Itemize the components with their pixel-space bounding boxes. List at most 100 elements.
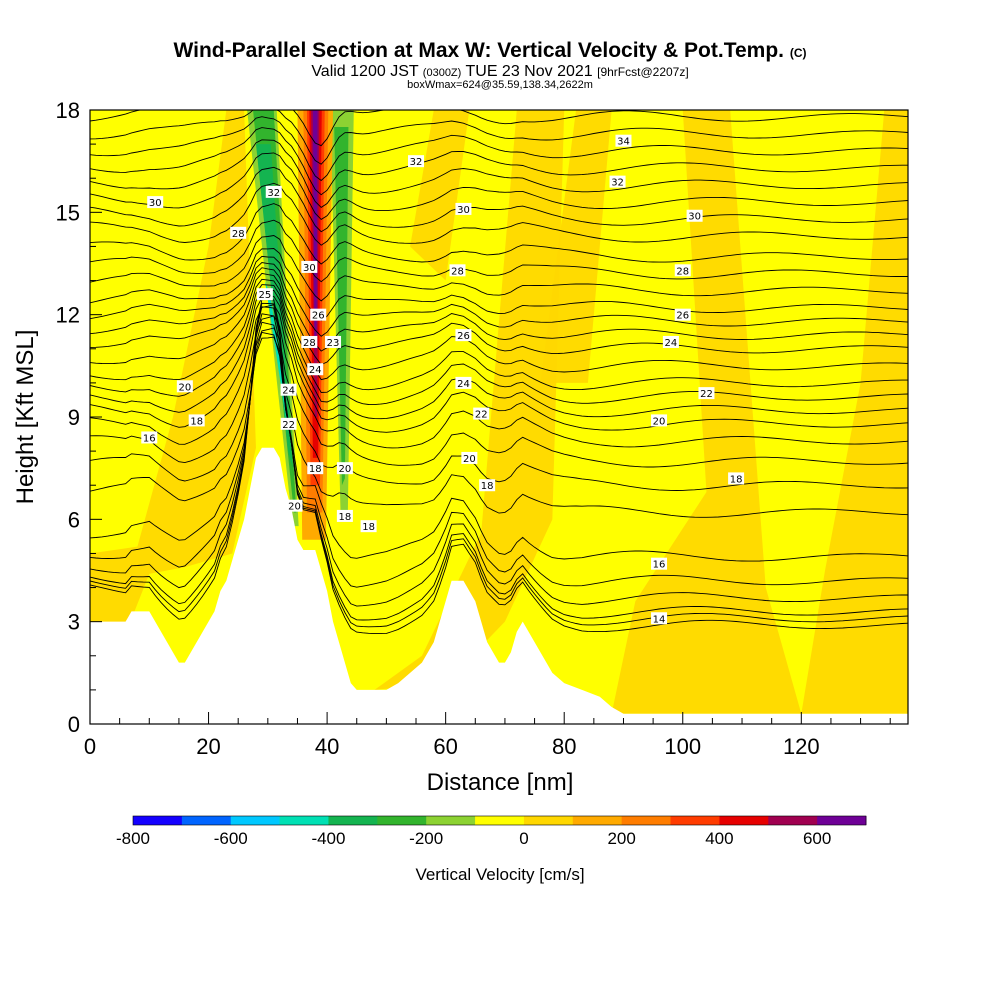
contour-label: 28 [674, 264, 691, 277]
y-tick-label: 12 [56, 303, 80, 328]
theta-contour [90, 203, 908, 265]
y-axis-label: Height [Kft MSL] [12, 330, 39, 505]
contour-label-text: 14 [653, 614, 666, 625]
updraft-core [312, 110, 318, 349]
contour-label-box [301, 260, 318, 273]
colorbar-swatch [523, 816, 574, 825]
x-tick-label: 0 [84, 734, 96, 759]
contour-label-box [230, 226, 247, 239]
theta-contour [90, 255, 908, 337]
colorbar-tick-label: -600 [214, 829, 248, 848]
theta-contours [90, 110, 908, 635]
y-tick-label: 9 [68, 405, 80, 430]
terrain [90, 447, 908, 724]
x-axis: 0 20 40 60 80 100 120 [84, 712, 891, 759]
theta-contour [90, 272, 908, 381]
chart-valid-time: Valid 1200 JST (0300Z) TUE 23 Nov 2021 [… [311, 63, 688, 80]
theta-contour [90, 289, 908, 420]
contour-label-text: 26 [676, 311, 689, 322]
theta-contour [90, 313, 908, 607]
contour-label-text: 28 [451, 266, 464, 277]
colorbar-swatch [328, 816, 378, 825]
terrain-profile [90, 447, 908, 724]
contour-label-text: 22 [282, 420, 295, 431]
contour-label-box [360, 520, 377, 533]
contour-label: 18 [307, 462, 324, 475]
contour-label-text: 34 [617, 137, 630, 148]
contour-label-text: 20 [653, 416, 666, 427]
theta-contour [90, 267, 908, 366]
contour-label-box [728, 472, 745, 485]
contour-label-text: 24 [665, 338, 678, 349]
colorbar-label: Vertical Velocity [cm/s] [415, 865, 584, 884]
contour-label-text: 30 [149, 198, 162, 209]
contour-label: 18 [360, 520, 377, 533]
contour-label-text: 18 [730, 474, 743, 485]
colorbar-swatch [621, 816, 672, 825]
contour-label-text: 28 [676, 266, 689, 277]
colorbar-tick-label: 600 [803, 829, 831, 848]
contour-label-box [698, 387, 715, 400]
x-tick-label: 40 [315, 734, 339, 759]
contour-label-text: 26 [312, 311, 325, 322]
contour-label-text: 16 [653, 560, 666, 571]
contour-label-text: 18 [339, 512, 352, 523]
velocity-band [374, 110, 565, 690]
contour-label: 20 [286, 499, 303, 513]
colorbar-swatch [181, 816, 232, 825]
contour-label-box [651, 414, 668, 427]
contour-label-text: 30 [457, 205, 470, 216]
x-axis-label: Distance [nm] [427, 769, 574, 796]
contour-label: 26 [455, 329, 472, 342]
velocity-band [801, 110, 908, 714]
colorbar-swatch [475, 816, 525, 825]
theta-contour [90, 331, 908, 562]
contour-label-box [336, 462, 353, 475]
x-tick-label: 20 [196, 734, 220, 759]
theta-contour [90, 110, 908, 165]
colorbar-tick-label: -200 [409, 829, 443, 848]
contour-label: 28 [230, 226, 247, 240]
contour-label: 30 [686, 209, 703, 223]
contour-label-text: 24 [457, 379, 470, 390]
contour-label-box [662, 335, 679, 348]
contour-label-box [609, 175, 626, 188]
contour-label-box [310, 308, 327, 321]
contour-label-box [479, 479, 496, 492]
contour-label-box [408, 155, 425, 168]
contour-label-text: 26 [457, 331, 470, 342]
y-tick-label: 18 [56, 98, 80, 123]
contour-label: 24 [455, 376, 472, 390]
contour-label: 22 [280, 417, 297, 431]
contour-label: 32 [609, 175, 626, 189]
contour-label-box [147, 196, 164, 209]
contour-label-box [455, 329, 472, 342]
colorbar-swatch [377, 816, 427, 825]
contour-label-text: 16 [143, 433, 156, 444]
contour-label-text: 32 [611, 178, 624, 189]
colorbar-tick-label: -800 [116, 829, 150, 848]
y-tick-label: 15 [56, 200, 80, 225]
contour-label-box [674, 264, 691, 277]
theta-contour [90, 139, 908, 208]
colorbar-swatch [670, 816, 720, 825]
contour-label-box [141, 431, 158, 444]
colorbar-swatch [768, 816, 818, 825]
contour-label: 18 [728, 472, 745, 485]
contour-label: 30 [147, 196, 164, 209]
y-tick-label: 6 [68, 507, 80, 532]
contour-label: 28 [449, 264, 466, 277]
contour-label-box [280, 383, 297, 396]
colorbar-swatch [572, 816, 623, 825]
contour-label: 23 [325, 335, 342, 349]
velocity-band [90, 110, 256, 724]
contour-label: 28 [301, 335, 318, 349]
colorbar-swatch [230, 816, 281, 825]
contour-label: 16 [141, 431, 158, 444]
theta-contour [90, 304, 908, 449]
contour-label-box [686, 209, 703, 222]
plot-area: 16 18 20 25 28 30 32 30 26 28 23 24 24 22 18 20 20 18 18 32… [90, 110, 908, 724]
theta-contour [90, 321, 908, 588]
velocity-band [611, 110, 802, 714]
